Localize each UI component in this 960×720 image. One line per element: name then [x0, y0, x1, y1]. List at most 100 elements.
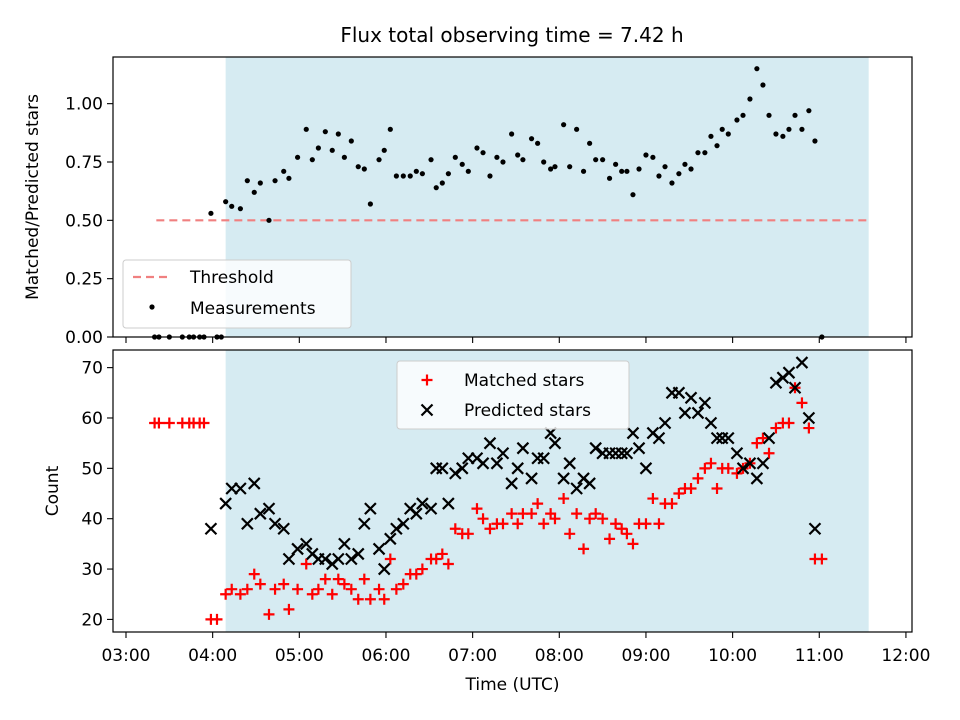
measurement-point	[747, 96, 753, 102]
measurement-point	[281, 168, 287, 174]
matched-stars-point	[410, 568, 422, 580]
matched-stars-point	[770, 422, 782, 434]
measurement-point	[760, 82, 766, 88]
measurement-point	[229, 203, 235, 209]
matched-stars-point	[647, 493, 659, 505]
matched-stars-point	[436, 548, 448, 560]
ratio-legend-box	[122, 259, 352, 329]
measurement-point	[257, 180, 263, 186]
predicted-stars-point	[416, 497, 429, 510]
measurement-point	[695, 150, 701, 156]
predicted-stars-point	[537, 451, 550, 465]
measurement-point	[714, 143, 720, 149]
predicted-stars-point	[762, 431, 776, 445]
measurement-point	[535, 140, 541, 146]
predicted-stars-point	[658, 416, 672, 430]
matched-stars-point	[449, 523, 461, 535]
matched-stars-point	[685, 482, 697, 494]
measurement-point	[528, 136, 535, 142]
ratio-legend: Threshold Measurements	[122, 259, 352, 329]
matched-stars-point	[373, 583, 385, 595]
predicted-stars-point	[525, 472, 538, 485]
matched-stars-point	[640, 518, 652, 530]
count-y-axis-label: Count	[43, 465, 63, 516]
measurement-point	[593, 157, 599, 163]
matched-stars-point	[653, 518, 665, 530]
predicted-stars-point	[511, 462, 524, 475]
measurement-point	[286, 175, 292, 181]
matched-stars-point	[300, 558, 312, 570]
matched-stars-point	[506, 508, 518, 520]
matched-stars-point	[345, 583, 357, 595]
y-tick-label: 50	[81, 459, 103, 479]
matched-stars-point	[226, 583, 238, 595]
predicted-stars-point	[358, 517, 371, 531]
measurement-point	[636, 166, 642, 172]
measurement-point	[754, 66, 760, 72]
measurement-point	[433, 185, 439, 191]
measurement-point	[792, 112, 798, 118]
ratio-data-layer	[151, 66, 869, 340]
measurement-point	[600, 157, 606, 163]
measurement-point	[650, 154, 656, 160]
threshold-legend-label: Threshold	[189, 268, 274, 288]
measurement-point	[445, 171, 451, 177]
measurement-point	[541, 159, 547, 165]
count-panel: 03:00 04:00 05:00 06:00 07:00 08:00 09:00 10:00…	[43, 349, 930, 695]
predicted-stars-point	[282, 552, 296, 566]
measurement-point	[266, 217, 272, 223]
measurement-point	[452, 154, 458, 160]
matched-legend-glyph	[421, 374, 433, 386]
y-tick-label: 30	[81, 560, 103, 580]
y-tick-label: 60	[81, 409, 103, 429]
count-axes-frame	[112, 349, 913, 633]
predicted-stars-point	[570, 482, 583, 495]
predicted-stars-point	[299, 537, 313, 551]
x-tick-label: 05:00	[275, 646, 324, 666]
matched-stars-point	[384, 553, 396, 565]
matched-stars-point	[538, 518, 550, 530]
predicted-stars-point	[756, 457, 770, 470]
predicted-stars-point	[219, 497, 232, 510]
predicted-stars-point	[351, 547, 365, 561]
predicted-stars-point	[788, 381, 802, 395]
predicted-stars-point	[516, 441, 530, 455]
predicted-stars-point	[234, 482, 247, 495]
matched-stars-point	[711, 482, 723, 494]
measurement-point	[630, 192, 636, 198]
matched-stars-point	[610, 518, 622, 530]
predicted-stars-point	[769, 376, 783, 390]
measurement-point	[676, 171, 682, 177]
predicted-stars-point	[557, 472, 570, 485]
measurement-point	[348, 138, 354, 144]
measurement-point	[465, 168, 471, 174]
measurement-point	[500, 159, 506, 165]
matched-stars-point	[763, 447, 775, 459]
measurement-point	[740, 112, 746, 118]
measurement-point	[662, 164, 668, 170]
matched-stars-point	[604, 533, 616, 545]
matched-stars-point	[163, 417, 175, 429]
predicted-stars-point	[397, 517, 410, 531]
matched-stars-point	[477, 513, 489, 525]
predicted-stars-point	[678, 406, 692, 420]
matched-stars-point	[584, 513, 596, 525]
measurement-point	[494, 154, 500, 160]
x-tick-label: 07:00	[448, 646, 497, 666]
measurement-point	[474, 145, 480, 151]
predicted-stars-point	[377, 562, 391, 576]
ratio-x-ticks	[125, 337, 907, 343]
predicted-stars-point	[750, 472, 764, 485]
measurement-point	[773, 131, 779, 137]
predicted-stars-point	[620, 446, 634, 460]
measurement-point	[567, 164, 573, 170]
measurement-point	[439, 180, 445, 186]
ratio-panel: 0.00 0.25 0.50 0.75 1.00 Matched/Predicted s…	[23, 56, 913, 348]
measurement-point	[702, 150, 708, 156]
measurement-point	[780, 133, 786, 139]
predicted-stars-point	[782, 366, 796, 379]
count-legend: Matched stars Predicted stars	[396, 360, 630, 430]
count-x-ticks: 03:00 04:00 05:00 06:00 07:00 08:00 09:00 10:00…	[101, 632, 930, 666]
predicted-legend-marker	[420, 403, 434, 417]
matched-stars-point	[241, 583, 253, 595]
